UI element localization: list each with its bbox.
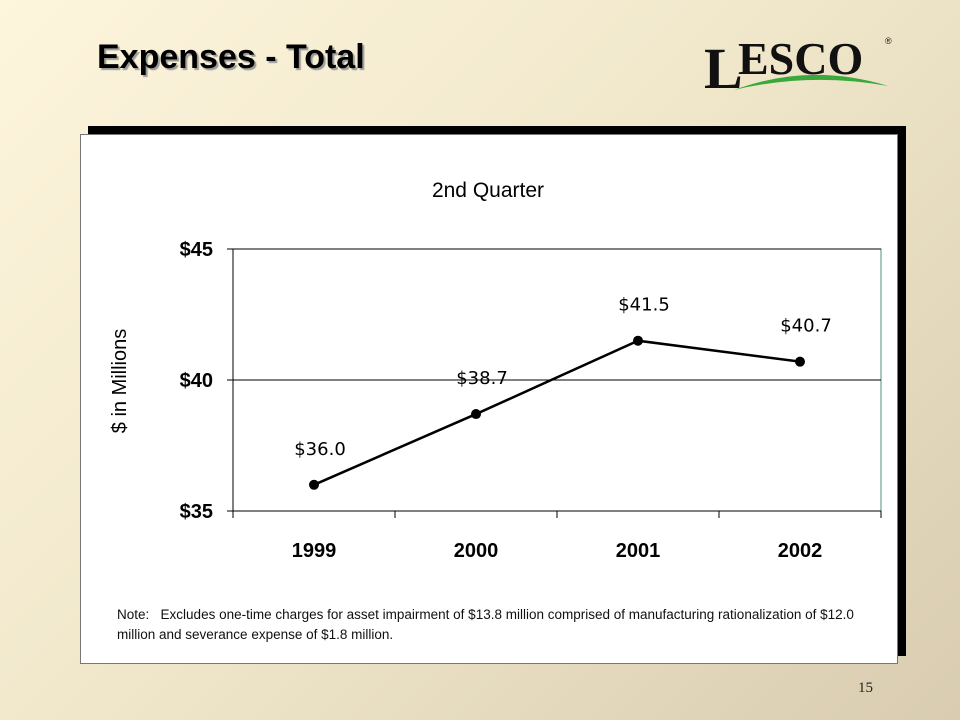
note-body: Excludes one-time charges for asset impa… [117, 607, 854, 642]
data-point-3 [795, 356, 805, 367]
lesco-logo: L ESCO ® [704, 33, 892, 100]
data-label-3: $40.7 [780, 316, 832, 337]
x-tick-label-2: 2001 [616, 540, 661, 562]
logo-registered-mark: ® [885, 36, 892, 46]
y-axis-label: $ in Millions [109, 329, 131, 433]
note-label: Note: [117, 607, 150, 622]
data-point-1 [471, 409, 481, 420]
y-tick-label-0: $35 [180, 501, 213, 523]
x-tick-label-1: 2000 [454, 540, 499, 562]
y-tick-label-2: $45 [180, 239, 213, 261]
data-label-0: $36.0 [294, 439, 346, 460]
line-chart: 2nd Quarter $ in Millions $35 $40 $45 1999 2… [109, 179, 882, 562]
data-point-0 [309, 479, 319, 490]
data-label-1: $38.7 [456, 368, 508, 389]
logo-swoosh [734, 74, 888, 90]
logo-initial: L [704, 36, 743, 100]
x-tick-label-3: 2002 [778, 540, 823, 562]
data-point-2 [633, 335, 643, 346]
note-text: Note: Excludes one-time charges for asse… [117, 605, 877, 645]
page-number: 15 [858, 680, 873, 696]
chart-panel: 2nd Quarter $ in Millions $35 $40 $45 1999 2… [80, 134, 898, 664]
slide-title: Expenses - Total [97, 38, 365, 76]
series-line [313, 339, 801, 486]
chart-title: 2nd Quarter [432, 179, 544, 202]
y-tick-label-1: $40 [180, 370, 213, 392]
x-tick-label-0: 1999 [292, 540, 337, 562]
plot-area: $35 $40 $45 1999 2000 2001 2002 $36.0 $38.7 $41.5… [180, 239, 882, 562]
data-label-2: $41.5 [618, 295, 670, 316]
